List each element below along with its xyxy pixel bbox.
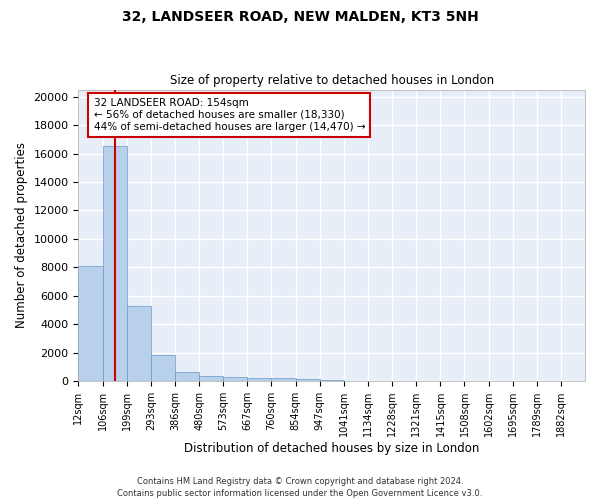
Bar bbox=[103, 146, 127, 381]
X-axis label: Distribution of detached houses by size in London: Distribution of detached houses by size … bbox=[184, 442, 479, 455]
Text: 32, LANDSEER ROAD, NEW MALDEN, KT3 5NH: 32, LANDSEER ROAD, NEW MALDEN, KT3 5NH bbox=[122, 10, 478, 24]
Bar bbox=[199, 376, 223, 381]
Text: 32 LANDSEER ROAD: 154sqm
← 56% of detached houses are smaller (18,330)
44% of se: 32 LANDSEER ROAD: 154sqm ← 56% of detach… bbox=[94, 98, 365, 132]
Bar bbox=[223, 378, 247, 381]
Bar bbox=[344, 380, 368, 381]
Bar bbox=[175, 372, 199, 381]
Title: Size of property relative to detached houses in London: Size of property relative to detached ho… bbox=[170, 74, 494, 87]
Y-axis label: Number of detached properties: Number of detached properties bbox=[15, 142, 28, 328]
Bar bbox=[296, 379, 320, 381]
Bar bbox=[271, 378, 296, 381]
Bar bbox=[127, 306, 151, 381]
Bar bbox=[79, 266, 103, 381]
Text: Contains HM Land Registry data © Crown copyright and database right 2024.
Contai: Contains HM Land Registry data © Crown c… bbox=[118, 476, 482, 498]
Bar bbox=[151, 355, 175, 381]
Bar bbox=[320, 380, 344, 381]
Bar bbox=[247, 378, 271, 381]
